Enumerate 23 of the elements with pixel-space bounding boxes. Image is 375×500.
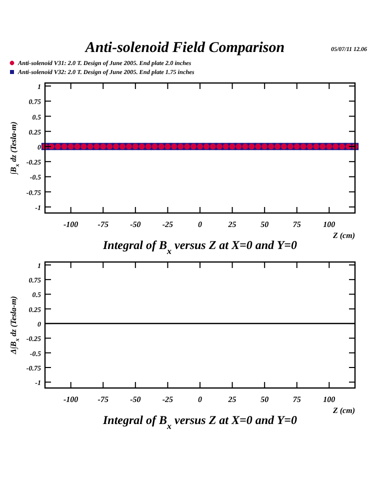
x-tick-label: -75 [98, 220, 108, 229]
x-axis-title: Z (cm) [332, 231, 356, 240]
x-tick-label: -75 [98, 395, 108, 404]
x-tick-label: 100 [323, 220, 336, 229]
x-tick-label: 50 [260, 395, 269, 404]
text: Integral of B$_{x}$ versus Z at X=0 and Y=0 [102, 413, 297, 431]
x-tick-label: 25 [227, 395, 236, 404]
x-tick-label: -100 [63, 395, 78, 404]
x-tick-label: 75 [292, 220, 301, 229]
x-tick-label: 0 [198, 395, 202, 404]
x-tick-label: -25 [162, 220, 174, 229]
x-tick-label: 100 [323, 395, 336, 404]
x-axis-title: Z (cm) [332, 406, 356, 415]
x-tick-label: -100 [63, 220, 78, 229]
x-tick-label: 75 [292, 395, 301, 404]
x-tick-label: -50 [130, 395, 141, 404]
x-tick-label: 0 [198, 220, 202, 229]
x-tick-label: 50 [260, 220, 269, 229]
chart-title: Anti-solenoid Field Comparison [84, 40, 285, 56]
x-tick-label: -50 [130, 220, 141, 229]
x-tick-label: 25 [227, 220, 236, 229]
text: Integral of B$_{x}$ versus Z at X=0 and Y=0 [102, 238, 297, 256]
x-tick-label: -25 [162, 395, 174, 404]
